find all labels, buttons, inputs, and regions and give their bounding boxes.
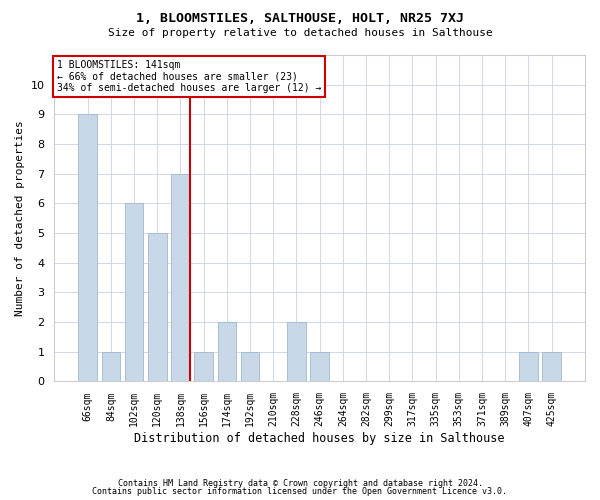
Y-axis label: Number of detached properties: Number of detached properties: [15, 120, 25, 316]
Bar: [194, 352, 213, 382]
X-axis label: Distribution of detached houses by size in Salthouse: Distribution of detached houses by size …: [134, 432, 505, 445]
Bar: [218, 322, 236, 382]
Text: Size of property relative to detached houses in Salthouse: Size of property relative to detached ho…: [107, 28, 493, 38]
Text: Contains public sector information licensed under the Open Government Licence v3: Contains public sector information licen…: [92, 487, 508, 496]
Bar: [241, 352, 259, 382]
Bar: [101, 352, 120, 382]
Text: 1 BLOOMSTILES: 141sqm
← 66% of detached houses are smaller (23)
34% of semi-deta: 1 BLOOMSTILES: 141sqm ← 66% of detached …: [57, 60, 322, 93]
Text: 1, BLOOMSTILES, SALTHOUSE, HOLT, NR25 7XJ: 1, BLOOMSTILES, SALTHOUSE, HOLT, NR25 7X…: [136, 12, 464, 26]
Bar: [79, 114, 97, 382]
Bar: [287, 322, 306, 382]
Bar: [310, 352, 329, 382]
Bar: [148, 233, 167, 382]
Bar: [519, 352, 538, 382]
Text: Contains HM Land Registry data © Crown copyright and database right 2024.: Contains HM Land Registry data © Crown c…: [118, 478, 482, 488]
Bar: [171, 174, 190, 382]
Bar: [542, 352, 561, 382]
Bar: [125, 204, 143, 382]
